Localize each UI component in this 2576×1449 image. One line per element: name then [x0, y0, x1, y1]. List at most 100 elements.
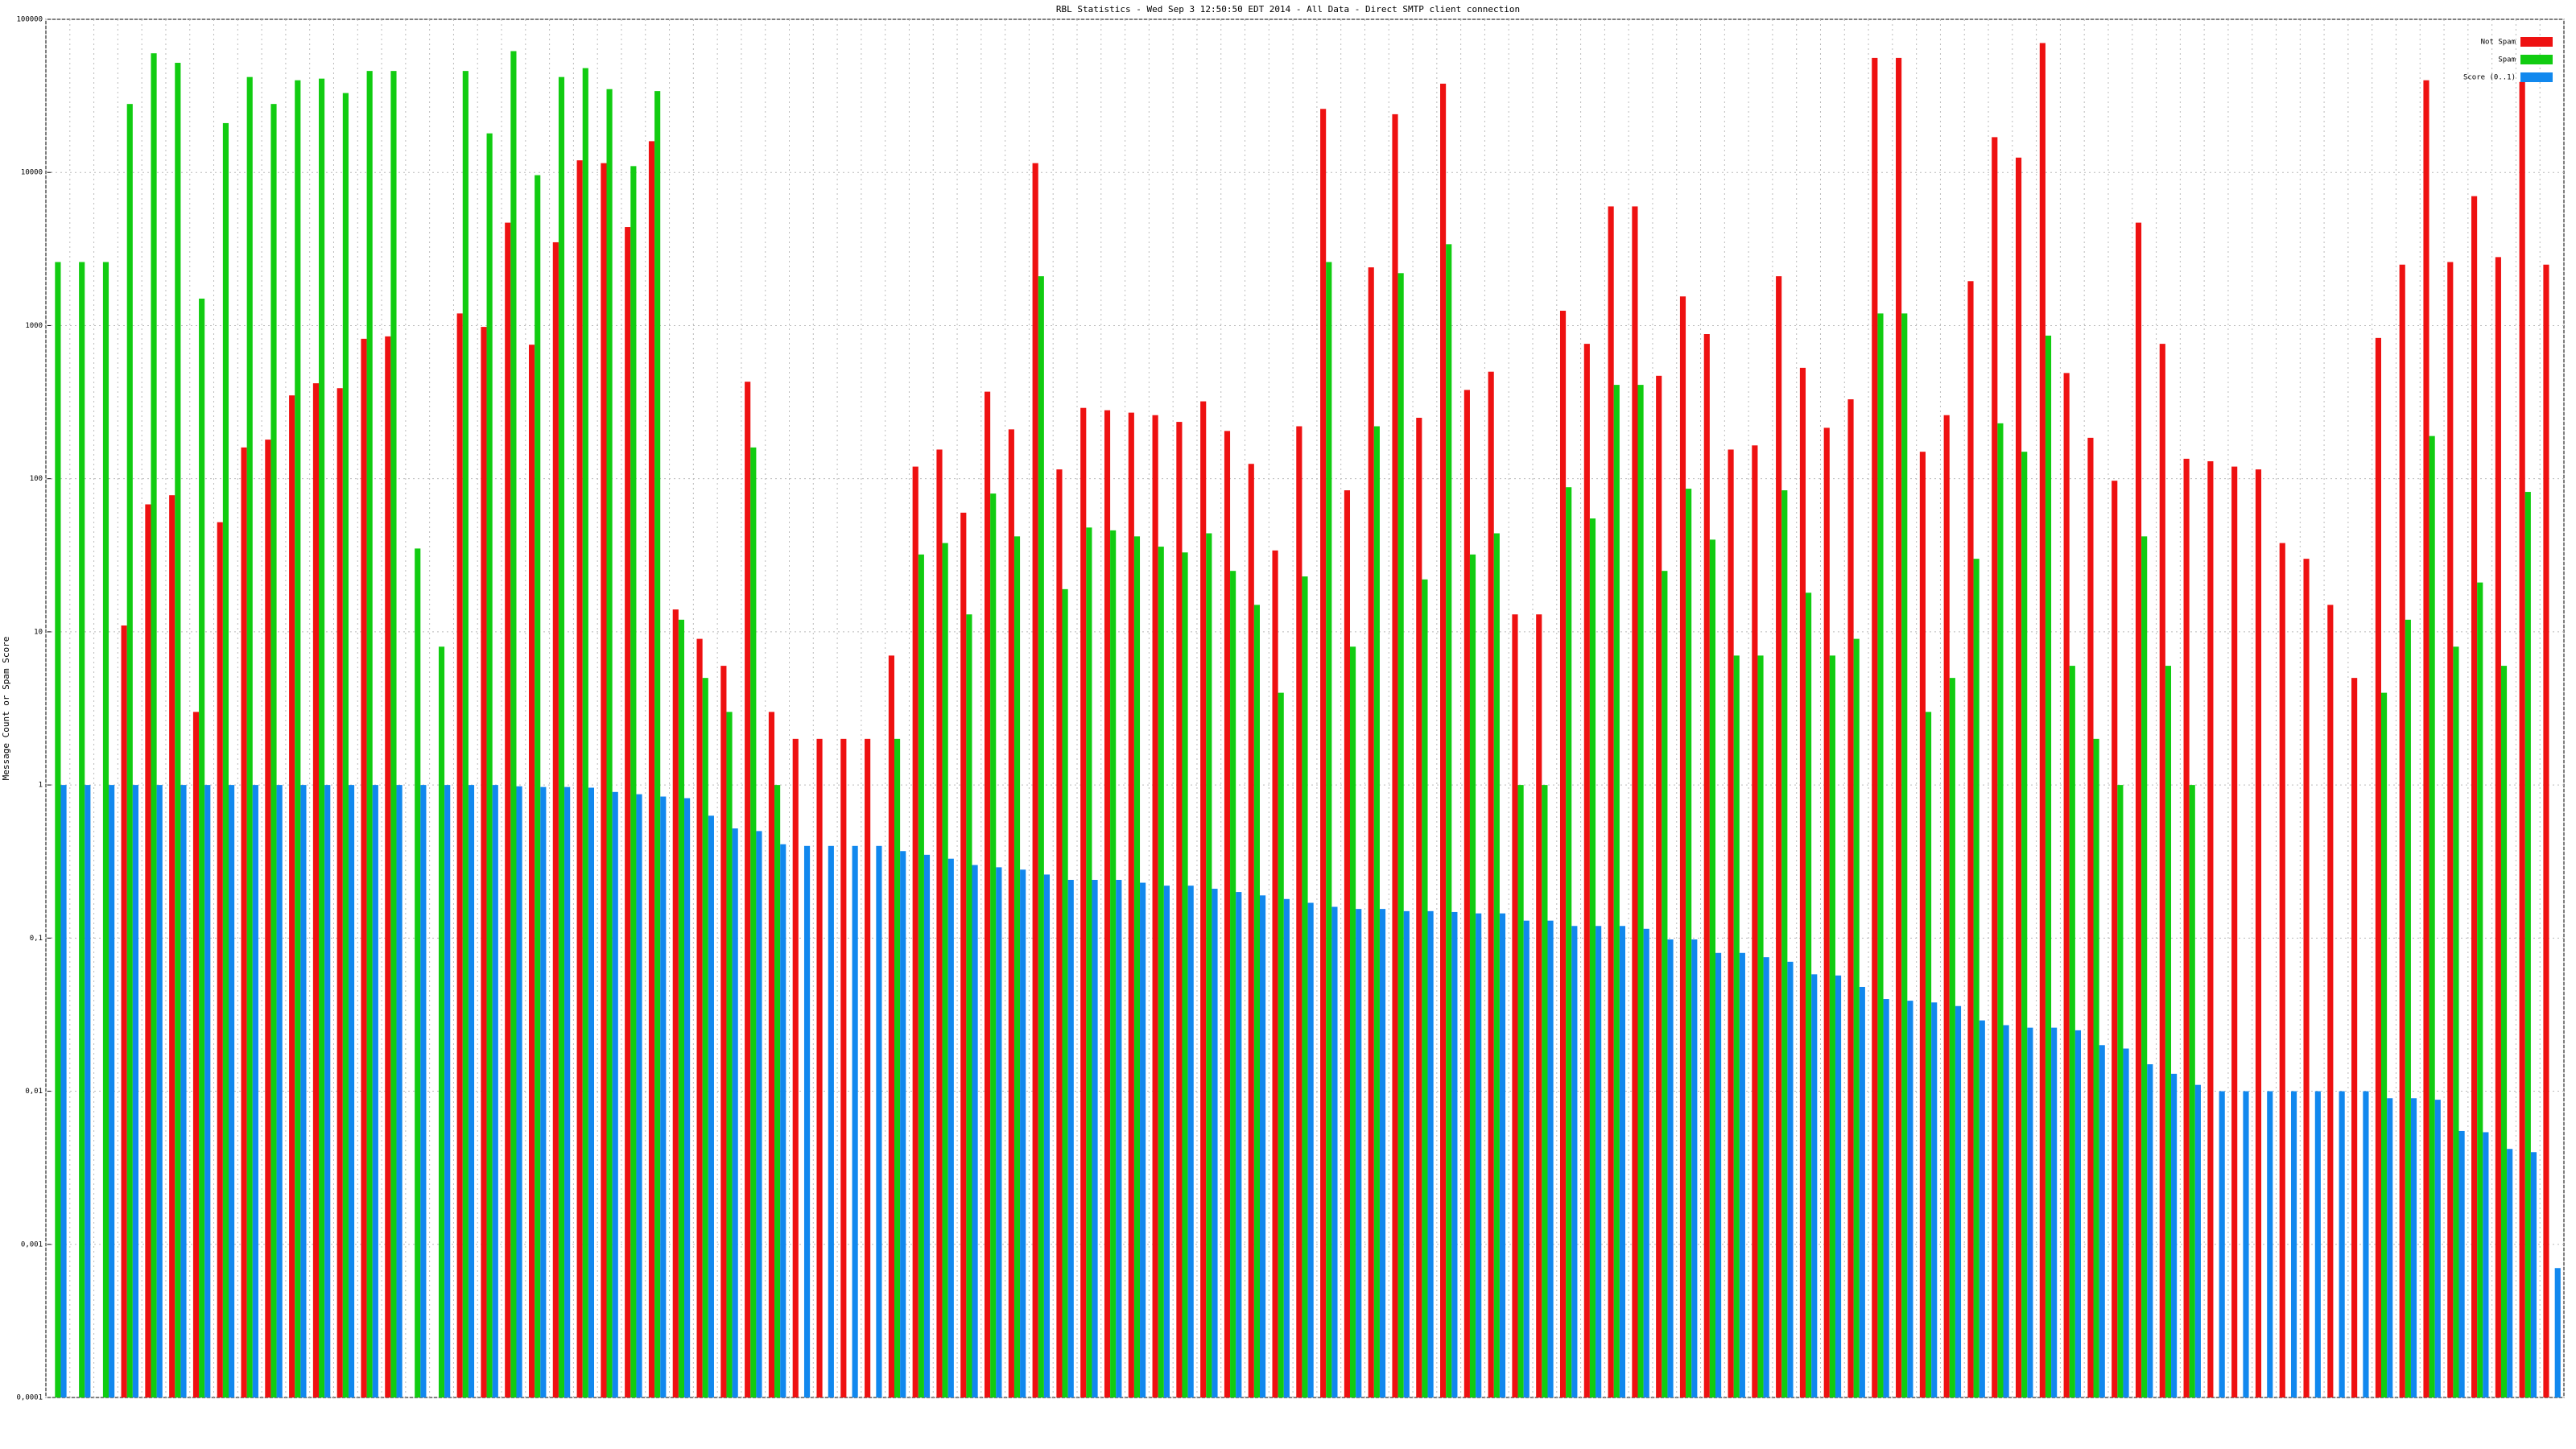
bar: [1619, 926, 1626, 1397]
bar: [1517, 785, 1524, 1397]
bar: [199, 298, 205, 1397]
bar: [516, 786, 522, 1397]
bar: [492, 785, 498, 1397]
bar: [1133, 536, 1141, 1397]
bar: [2243, 1091, 2249, 1397]
bar: [1643, 928, 1649, 1397]
bar: [923, 854, 931, 1397]
bar: [2147, 1064, 2153, 1397]
bar: [2405, 619, 2411, 1397]
bar: [1949, 678, 1955, 1397]
bar: [1476, 913, 1482, 1397]
bar: [85, 785, 91, 1397]
bar: [1182, 552, 1188, 1397]
bar: [1589, 518, 1596, 1398]
bar: [1356, 909, 1362, 1397]
bar: [1806, 592, 1812, 1397]
y-tick-label: 1000: [25, 322, 43, 330]
bar: [2447, 262, 2454, 1397]
bar: [1709, 539, 1716, 1397]
y-tick-label: 0,01: [25, 1088, 43, 1096]
bar: [1397, 273, 1404, 1397]
y-tick-label: 100: [30, 475, 43, 483]
bar: [912, 466, 919, 1397]
bar: [1163, 886, 1170, 1397]
bar: [2074, 1030, 2082, 1397]
bar: [1536, 614, 1542, 1397]
bar: [828, 845, 834, 1397]
bar: [1829, 655, 1835, 1397]
bar: [2231, 466, 2238, 1397]
bar: [2410, 1098, 2417, 1397]
bar: [990, 493, 997, 1397]
y-tick-label: 10: [34, 628, 43, 636]
bar: [2339, 1091, 2345, 1397]
bar: [1278, 692, 1284, 1397]
bar: [865, 738, 871, 1397]
bar: [1703, 334, 1710, 1397]
bar: [1931, 1002, 1938, 1397]
bar: [415, 548, 421, 1398]
bar: [660, 796, 667, 1397]
bar: [2351, 678, 2358, 1397]
bar: [2255, 469, 2262, 1397]
bar: [1422, 579, 1428, 1397]
bar: [348, 785, 355, 1397]
bar: [672, 609, 679, 1397]
bar: [606, 89, 613, 1397]
bar: [1379, 909, 1386, 1397]
bar: [2495, 257, 2501, 1398]
bar: [468, 785, 475, 1397]
bar: [1853, 638, 1860, 1397]
bar: [1715, 952, 1722, 1397]
bar: [79, 262, 85, 1397]
bar: [319, 78, 325, 1398]
y-tick-label: 0,001: [21, 1241, 43, 1249]
bar: [1344, 490, 1351, 1397]
bar: [2165, 666, 2172, 1397]
bar: [2051, 1027, 2058, 1397]
bar: [1907, 1001, 1913, 1397]
bar: [625, 227, 631, 1398]
bar: [792, 738, 799, 1397]
bar: [1739, 952, 1745, 1397]
bar: [1691, 939, 1698, 1397]
legend-label: Score (0..1): [2463, 74, 2516, 82]
bar: [60, 785, 67, 1397]
bar: [1116, 880, 1122, 1397]
bar: [1092, 880, 1098, 1397]
bar: [1403, 910, 1410, 1397]
bar: [720, 666, 727, 1397]
bar: [1859, 986, 1865, 1397]
bar: [1566, 487, 1572, 1397]
bar: [265, 440, 271, 1397]
bar: [151, 53, 157, 1397]
bar: [1662, 571, 1668, 1397]
bar: [1056, 469, 1063, 1397]
legend-label: Spam: [2498, 56, 2516, 64]
bar: [1463, 390, 1470, 1398]
legend-swatch: [2520, 37, 2553, 47]
bar: [2021, 452, 2028, 1397]
bar: [1331, 906, 1338, 1397]
bar: [366, 71, 373, 1397]
bar: [385, 336, 391, 1397]
bar: [535, 175, 541, 1398]
bar: [2458, 1130, 2465, 1397]
bar: [2123, 1048, 2129, 1397]
bar: [2159, 344, 2165, 1397]
bar: [1158, 547, 1164, 1397]
bar: [1152, 415, 1158, 1397]
bar: [1038, 276, 1044, 1398]
bar: [486, 133, 493, 1398]
bar: [1823, 427, 1830, 1398]
y-tick-label: 0,1: [30, 935, 43, 943]
bar: [726, 712, 733, 1397]
bar: [2171, 1073, 2178, 1397]
bar: [2471, 196, 2478, 1398]
bar: [222, 122, 229, 1397]
bar: [55, 262, 61, 1397]
bar: [1523, 920, 1530, 1397]
bar: [918, 554, 924, 1398]
